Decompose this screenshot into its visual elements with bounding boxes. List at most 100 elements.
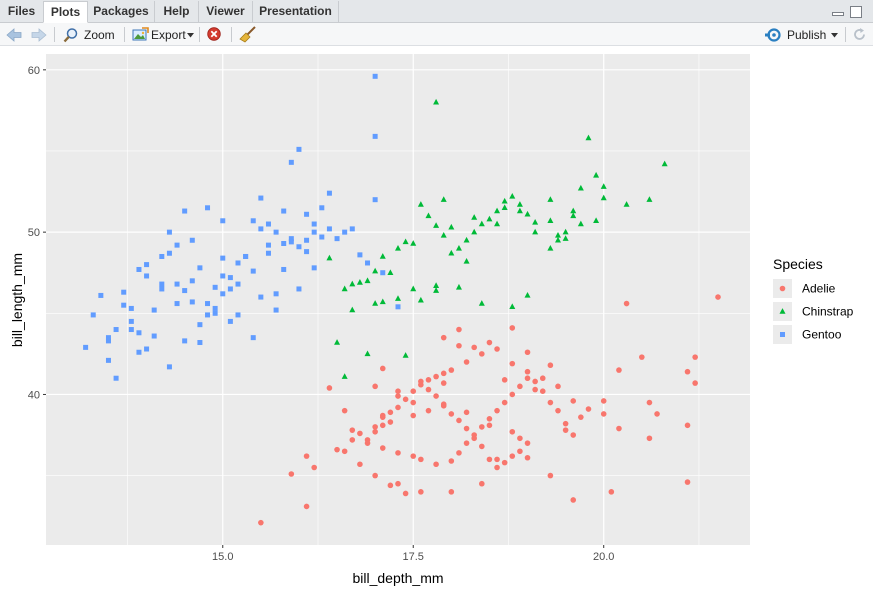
- adelie-point: [600, 398, 607, 404]
- adelie-point: [517, 435, 523, 442]
- legend-key-adelie: [779, 285, 786, 292]
- chinstrap-point: [379, 298, 386, 305]
- gentoo-point: [220, 291, 226, 297]
- zoom-icon: [63, 28, 78, 43]
- adelie-point: [570, 497, 577, 503]
- adelie-point: [463, 440, 470, 446]
- chinstrap-point: [410, 285, 417, 292]
- tab-viewer[interactable]: Viewer: [199, 1, 253, 23]
- gentoo-point: [159, 286, 165, 292]
- remove-plot-icon[interactable]: [207, 27, 221, 41]
- toolbar-separator: [54, 27, 55, 42]
- chinstrap-point: [532, 228, 539, 235]
- chinstrap-point: [433, 287, 440, 293]
- adelie-point: [539, 388, 546, 395]
- publish-button[interactable]: Publish: [787, 28, 827, 42]
- export-button[interactable]: Export: [151, 28, 186, 42]
- chinstrap-point: [387, 269, 394, 275]
- adelie-point: [486, 416, 493, 422]
- gentoo-point: [144, 346, 150, 352]
- chinstrap-point: [410, 240, 417, 246]
- y-tick-label: 50: [28, 227, 40, 239]
- gentoo-point: [144, 262, 150, 268]
- chinstrap-point: [494, 220, 501, 227]
- gentoo-point: [319, 205, 325, 211]
- adelie-point: [555, 407, 561, 414]
- gentoo-point: [365, 260, 371, 266]
- adelie-point: [524, 440, 531, 446]
- legend: Species Adelie Chinstrap Gentoo: [773, 256, 854, 344]
- adelie-point: [684, 368, 691, 375]
- chinstrap-point: [661, 160, 668, 167]
- adelie-point: [509, 453, 516, 459]
- chinstrap-point: [562, 228, 569, 235]
- tab-presentation[interactable]: Presentation: [253, 1, 339, 23]
- adelie-point: [402, 490, 409, 497]
- chinstrap-point: [402, 352, 409, 358]
- chinstrap-point: [593, 171, 600, 178]
- chinstrap-point: [455, 283, 462, 290]
- adelie-point: [494, 464, 500, 471]
- refresh-icon[interactable]: [852, 27, 867, 42]
- gentoo-point: [197, 322, 203, 328]
- minimize-pane-icon[interactable]: [832, 6, 844, 18]
- broom-clear-icon[interactable]: [239, 26, 257, 43]
- gentoo-point: [311, 229, 317, 235]
- chinstrap-point: [593, 217, 600, 224]
- adelie-point: [448, 489, 455, 495]
- gentoo-point: [258, 294, 264, 300]
- adelie-point: [608, 489, 615, 495]
- gentoo-point: [121, 289, 127, 295]
- chevron-down-icon[interactable]: [831, 33, 838, 38]
- back-arrow-icon[interactable]: [6, 28, 22, 42]
- chinstrap-point: [334, 339, 341, 345]
- chinstrap-point: [547, 196, 554, 202]
- gentoo-point: [220, 273, 226, 279]
- gentoo-point: [288, 159, 294, 165]
- chinstrap-point: [577, 184, 584, 191]
- adelie-point: [479, 424, 485, 430]
- adelie-point: [623, 300, 630, 307]
- adelie-point: [440, 403, 447, 409]
- tab-plots[interactable]: Plots: [43, 1, 88, 23]
- gentoo-point: [166, 364, 172, 370]
- adelie-point: [646, 435, 653, 442]
- tab-files[interactable]: Files: [0, 1, 44, 23]
- gentoo-point: [296, 146, 302, 152]
- adelie-point: [509, 391, 516, 398]
- tab-help[interactable]: Help: [155, 1, 199, 23]
- adelie-point: [410, 453, 417, 459]
- chinstrap-point: [547, 244, 554, 251]
- chinstrap-point: [433, 222, 440, 228]
- adelie-point: [570, 398, 577, 404]
- chinstrap-point: [417, 201, 424, 207]
- adelie-point: [547, 362, 554, 369]
- tab-packages[interactable]: Packages: [88, 1, 155, 23]
- gentoo-point: [304, 237, 310, 243]
- gentoo-point: [296, 286, 302, 292]
- adelie-point: [532, 386, 538, 393]
- adelie-point: [311, 464, 317, 471]
- zoom-button[interactable]: Zoom: [84, 28, 115, 42]
- adelie-point: [486, 422, 493, 429]
- chevron-down-icon[interactable]: [187, 33, 194, 38]
- maximize-pane-icon[interactable]: [850, 6, 862, 18]
- adelie-point: [684, 479, 691, 485]
- toolbar-separator: [124, 27, 125, 42]
- chinstrap-point: [349, 306, 356, 313]
- adelie-point: [562, 427, 569, 433]
- gentoo-point: [144, 273, 150, 279]
- adelie-point: [494, 346, 500, 352]
- adelie-point: [303, 453, 310, 459]
- y-tick-label: 60: [28, 65, 40, 77]
- gentoo-point: [197, 265, 203, 271]
- forward-arrow-icon[interactable]: [31, 28, 47, 42]
- adelie-point: [463, 425, 470, 432]
- chinstrap-point: [349, 280, 356, 287]
- adelie-point: [379, 365, 386, 372]
- gentoo-point: [205, 205, 211, 211]
- adelie-point: [479, 480, 485, 487]
- legend-label-chinstrap: Chinstrap: [802, 305, 854, 319]
- adelie-point: [418, 489, 424, 495]
- plot-canvas: 15.0 17.5 20.0 40 50 60 bill_depth_mm bill_le…: [9, 54, 854, 586]
